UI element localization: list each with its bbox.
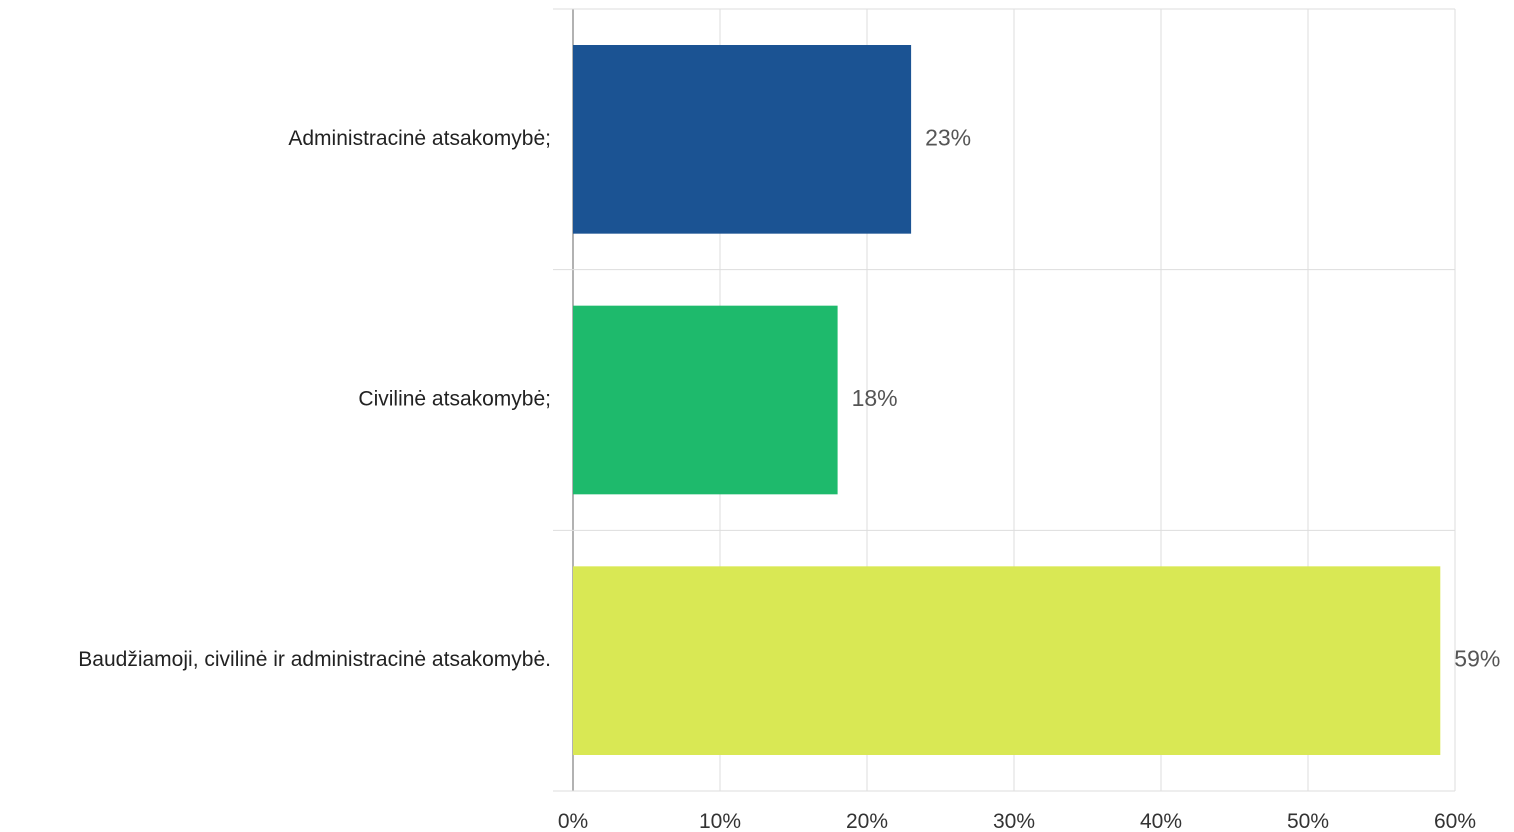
category-label: Civilinė atsakomybė;: [358, 388, 551, 411]
value-label: 59%: [1454, 646, 1500, 672]
x-tick-label: 10%: [699, 810, 741, 832]
bars: [573, 45, 1440, 755]
x-tick-label: 40%: [1140, 810, 1182, 832]
bar: [573, 306, 838, 495]
value-label: 23%: [925, 124, 971, 150]
category-label: Administracinė atsakomybė;: [288, 127, 551, 150]
x-tick-label: 50%: [1287, 810, 1329, 832]
x-tick-label: 20%: [846, 810, 888, 832]
x-tick-label: 60%: [1434, 810, 1476, 832]
category-label: Baudžiamoji, civilinė ir administracinė …: [78, 648, 551, 671]
x-tick-label: 0%: [558, 810, 588, 832]
bar: [573, 566, 1440, 755]
x-tick-label: 30%: [993, 810, 1035, 832]
value-label: 18%: [852, 385, 898, 411]
bar: [573, 45, 911, 234]
